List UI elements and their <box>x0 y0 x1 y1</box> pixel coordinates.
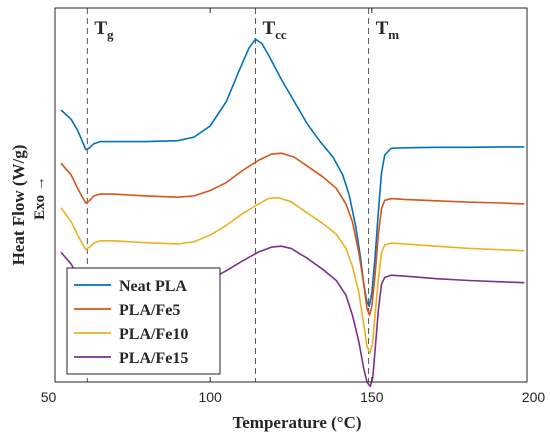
legend-label-3: PLA/Fe10 <box>119 326 188 343</box>
legend: Neat PLA PLA/Fe5 PLA/Fe10 PLA/Fe15 <box>66 267 221 375</box>
x-ticks: 50 100 150 200 <box>41 8 546 405</box>
marker-label-2: Tcc <box>262 18 286 42</box>
marker-labels: Tg Tcc Tm <box>94 18 399 42</box>
plot-frame <box>54 7 528 383</box>
x-tick-label: 200 <box>522 389 546 405</box>
legend-label-1: Neat PLA <box>119 278 187 295</box>
y-axis-title: Heat Flow (W/g) <box>9 145 28 266</box>
series-lines <box>60 38 525 388</box>
series-line-2 <box>60 152 525 317</box>
series-line-3 <box>60 196 525 354</box>
x-axis-title: Temperature (°C) <box>232 413 361 432</box>
exo-direction-label: Exo → <box>32 176 48 220</box>
x-tick-label: 150 <box>360 389 384 405</box>
x-tick-label: 100 <box>198 389 222 405</box>
legend-label-2: PLA/Fe5 <box>119 302 180 319</box>
x-tick-label: 50 <box>41 389 57 405</box>
legend-items: Neat PLA PLA/Fe5 PLA/Fe10 PLA/Fe15 <box>74 278 188 367</box>
legend-label-4: PLA/Fe15 <box>119 350 188 367</box>
marker-label-3: Tm <box>376 18 400 42</box>
series-line-1 <box>60 38 525 308</box>
marker-label-1: Tg <box>94 18 114 42</box>
